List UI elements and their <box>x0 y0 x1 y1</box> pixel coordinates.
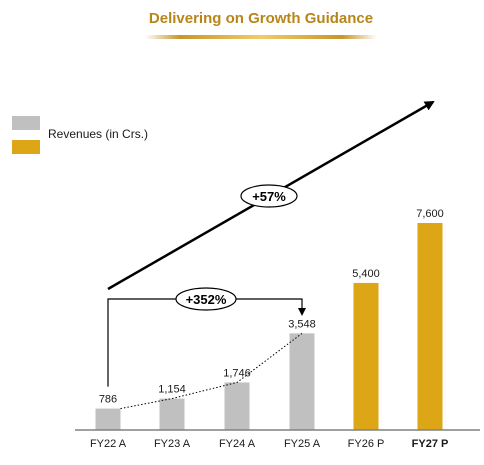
trend-arrow: +57% <box>107 100 435 291</box>
x-tick-label: FY25 A <box>284 438 321 450</box>
actual-trend-dotted-line <box>120 332 303 410</box>
growth-bracket-label: +352% <box>186 292 227 307</box>
title-underline <box>145 35 377 39</box>
value-label: 5,400 <box>352 268 380 280</box>
value-label: 7,600 <box>416 208 444 220</box>
bar-fy22-a <box>95 408 121 430</box>
x-tick-label: FY27 P <box>412 438 449 450</box>
value-label: 1,746 <box>223 367 251 379</box>
growth-bracket-line <box>107 298 306 387</box>
value-label: 1,154 <box>158 384 186 396</box>
legend: Revenues (in Crs.) <box>12 116 148 154</box>
bar-fy24-a <box>224 382 250 430</box>
value-label: 3,548 <box>288 318 316 330</box>
trend-arrow-oval <box>240 184 298 208</box>
x-tick-label: FY24 A <box>219 438 256 450</box>
bar-fy27-p <box>417 223 443 430</box>
chart-title: Delivering on Growth Guidance <box>149 10 373 27</box>
bar-fy23-a <box>159 398 185 430</box>
legend-label-revenues: Revenues (in Crs.) <box>48 127 148 141</box>
growth-bracket: +352% <box>107 287 306 387</box>
x-tick-label: FY26 P <box>348 438 385 450</box>
x-tick-label: FY22 A <box>90 438 127 450</box>
legend-swatch-actual <box>12 116 40 130</box>
growth-bracket-oval <box>175 287 237 311</box>
legend-swatch-projected <box>12 140 40 154</box>
x-tick-label: FY23 A <box>154 438 191 450</box>
bar-fy26-p <box>353 282 379 430</box>
bar-fy25-a <box>289 333 315 430</box>
value-labels: 786 1,154 1,746 3,548 5,400 7,600 <box>99 208 444 406</box>
value-label: 786 <box>99 394 117 406</box>
x-tick-labels: FY22 A FY23 A FY24 A FY25 A FY26 P FY27 P <box>90 438 448 450</box>
bars <box>95 223 443 430</box>
trend-arrow-label: +57% <box>252 189 286 204</box>
